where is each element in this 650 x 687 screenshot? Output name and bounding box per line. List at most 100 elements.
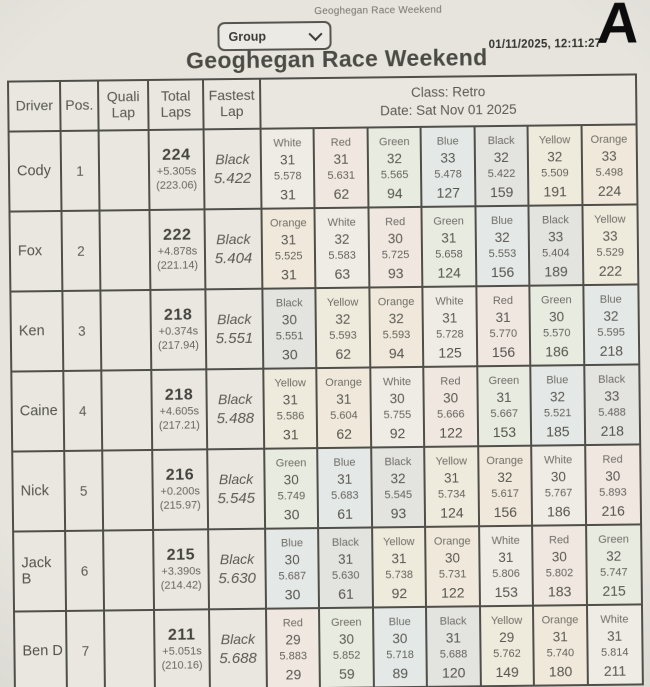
stint-color: Yellow	[326, 296, 359, 309]
stint-laps: 32	[335, 311, 351, 327]
stint-cumulative: 31	[280, 186, 296, 203]
adjusted-laps: (221.14)	[157, 259, 199, 272]
stint-cell: Red 31 5.770 156	[477, 286, 532, 366]
stint-color: Yellow	[435, 454, 468, 468]
stint-cell: Yellow 31 5.738 92	[372, 527, 428, 607]
stint-cell: Black 30 5.551 30	[263, 289, 318, 368]
stint-cell: Yellow 31 5.586 31	[264, 369, 319, 448]
stint-best: 5.683	[331, 489, 359, 503]
stint-laps: 31	[445, 630, 461, 646]
stint-best: 5.617	[491, 488, 519, 501]
stint-color: Red	[602, 453, 623, 466]
stint-best: 5.747	[600, 566, 628, 580]
fastest-lap-color: Black	[217, 310, 252, 328]
fastest-lap-cell: Black 5.551	[206, 289, 265, 369]
stint-cumulative: 92	[391, 585, 408, 602]
stint-laps: 31	[337, 471, 353, 487]
stint-best: 5.734	[437, 488, 466, 502]
gap-to-leader: +4.605s	[159, 405, 200, 418]
total-laps-cell: 224 +5.305s (223.06)	[149, 130, 206, 209]
stint-cumulative: 224	[597, 182, 622, 200]
stint-best: 5.740	[546, 647, 575, 660]
stint-cumulative: 191	[543, 183, 567, 200]
gap-to-leader: +4.878s	[157, 245, 198, 258]
stint-color: Black	[598, 373, 626, 386]
stint-laps: 33	[601, 148, 617, 164]
table-row: Cody 1 224 +5.305s (223.06) Black 5.422 …	[9, 125, 637, 213]
stint-cell: Blue 32 5.595 218	[583, 285, 639, 365]
total-laps: 215	[166, 546, 196, 564]
stint-cell: Green 30 5.852 59	[320, 608, 375, 687]
stint-color: White	[382, 375, 412, 388]
stint-cell: Yellow 31 5.734 124	[425, 447, 480, 526]
stint-cumulative: 180	[548, 663, 573, 680]
stint-laps: 30	[284, 552, 300, 568]
stint-color: Yellow	[274, 376, 306, 390]
stint-best: 5.666	[436, 408, 465, 422]
stint-cumulative: 89	[392, 665, 409, 682]
gap-to-leader: +5.051s	[162, 645, 202, 658]
stint-laps: 32	[388, 311, 404, 327]
header-total-laps: Total Laps	[149, 80, 205, 129]
stint-best: 5.586	[276, 410, 305, 423]
adjusted-laps: (210.16)	[161, 659, 203, 672]
stint-laps: 32	[497, 469, 513, 486]
header-pos: Pos.	[61, 81, 100, 130]
total-laps-cell: 222 +4.878s (221.14)	[150, 210, 207, 289]
stint-cell: White 30 5.755 92	[371, 367, 426, 447]
position: 2	[62, 211, 102, 290]
stint-color: White	[491, 534, 520, 547]
stint-cumulative: 122	[441, 584, 465, 601]
stint-cumulative: 215	[602, 582, 626, 600]
quali-lap	[102, 370, 154, 450]
position: 7	[67, 611, 106, 687]
stint-cumulative: 156	[491, 344, 516, 361]
stint-best: 5.762	[493, 648, 521, 661]
stint-color: Green	[275, 456, 307, 470]
fastest-lap-color: Black	[216, 230, 251, 248]
stint-cumulative: 62	[333, 185, 350, 203]
header-fastest-lap: Fastest Lap	[204, 79, 262, 129]
stint-best: 5.593	[329, 329, 357, 343]
stint-cell: Black 33 5.404 189	[529, 206, 584, 285]
stint-cumulative: 185	[546, 423, 570, 440]
stint-color: Blue	[436, 135, 459, 148]
fastest-lap-time: 5.688	[219, 649, 257, 668]
quali-lap	[105, 610, 156, 687]
stint-cumulative: 149	[495, 664, 519, 681]
stint-cell: Yellow 29 5.762 149	[480, 606, 536, 686]
stint-cumulative: 186	[545, 343, 569, 360]
fastest-lap-time: 5.404	[214, 249, 253, 268]
gap-to-leader: +0.374s	[158, 325, 199, 338]
stint-cell: Green 30 5.749 30	[265, 449, 320, 528]
stint-color: Green	[330, 616, 362, 629]
stint-cell: Red 29 5.883 29	[267, 609, 322, 687]
stint-best: 5.509	[541, 167, 569, 180]
stint-best: 5.498	[595, 166, 624, 180]
stint-cumulative: 93	[390, 505, 407, 522]
stint-color: Green	[598, 533, 629, 546]
fastest-lap-color: Black	[218, 470, 254, 488]
gap-to-leader: +5.305s	[156, 165, 197, 178]
stint-color: Orange	[486, 454, 524, 467]
stint-cell: Black 32 5.422 159	[475, 126, 530, 206]
stint-cumulative: 94	[388, 345, 405, 362]
date-line: Date: Sat Nov 01 2025	[379, 101, 517, 119]
stint-best: 5.738	[385, 569, 414, 582]
stint-laps: 30	[550, 469, 566, 485]
stint-cell: Blue 30 5.687 30	[266, 529, 321, 608]
stint-best: 5.583	[328, 249, 356, 263]
stint-best: 5.578	[273, 170, 302, 183]
adjusted-laps: (217.21)	[158, 419, 200, 432]
stint-laps: 31	[552, 629, 568, 645]
fastest-lap-cell: Black 5.688	[210, 609, 268, 687]
stint-color: Red	[548, 533, 570, 547]
stint-laps: 33	[602, 228, 618, 244]
stint-best: 5.667	[490, 408, 519, 421]
stint-best: 5.814	[600, 646, 629, 660]
stint-laps: 32	[606, 548, 622, 564]
stint-cumulative: 31	[281, 266, 297, 283]
stint-best: 5.565	[380, 169, 409, 182]
